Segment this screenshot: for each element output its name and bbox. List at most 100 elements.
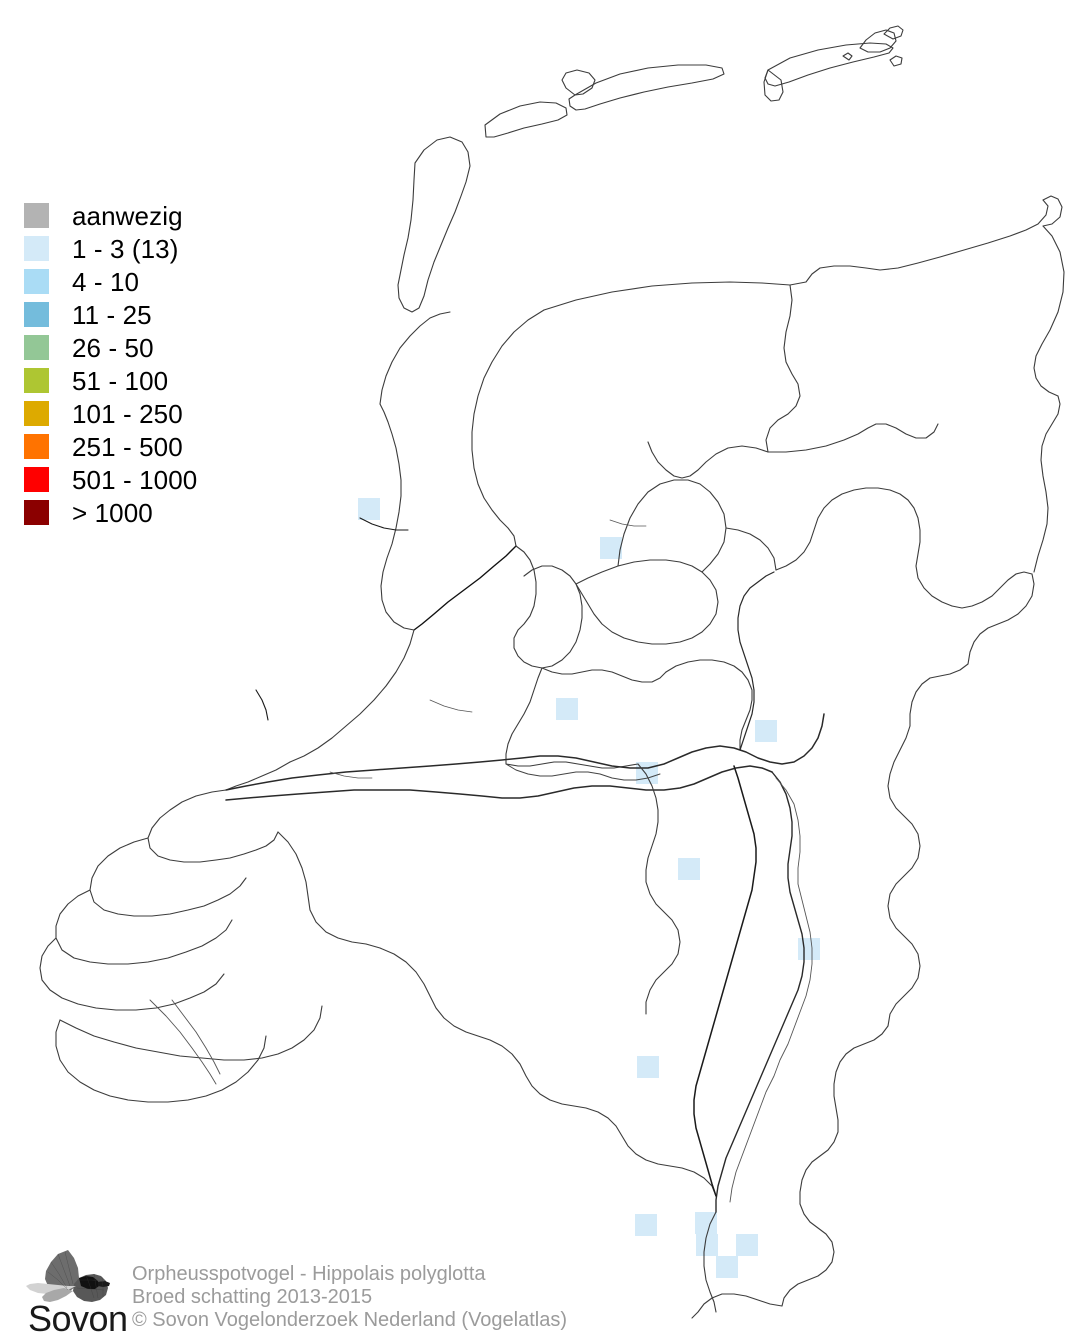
border-overijssel-north <box>775 487 953 607</box>
island-terschelling-hook <box>561 69 596 96</box>
border-belgium-limburg <box>693 765 757 1197</box>
coast-friesland-west <box>471 309 545 547</box>
border-brabant-gelderland <box>637 763 681 1015</box>
legend-label-51-100: 51 - 100 <box>72 365 169 396</box>
sovon-logo: Sovon <box>24 1246 128 1339</box>
island-texel <box>397 136 471 313</box>
border-utrecht-south <box>505 761 639 769</box>
river-ijssel <box>737 571 775 751</box>
coast-detail-1 <box>359 517 409 531</box>
border-gelderland-east <box>967 573 1035 665</box>
border-gelderland-east2 <box>909 663 969 727</box>
zeeuws-vlaanderen-south <box>55 1019 267 1103</box>
legend-label-251-500: 251 - 500 <box>72 431 183 462</box>
map-legend: aanwezig 1 - 3 (13) 4 - 10 11 - 25 26 - … <box>24 199 284 529</box>
legend-item-0[interactable]: aanwezig <box>24 199 284 232</box>
grid-cell <box>637 1056 659 1078</box>
canal-3 <box>609 519 647 527</box>
border-east-drenthe <box>1033 395 1061 573</box>
island-ameland-hook <box>763 69 784 102</box>
legend-label-101-250: 101 - 250 <box>72 398 183 429</box>
legend-label-26-50: 26 - 50 <box>72 332 154 363</box>
border-limburg-east2 <box>799 1025 889 1205</box>
delta-schouwen <box>55 889 233 965</box>
legend-item-3[interactable]: 11 - 25 <box>24 298 284 331</box>
coast-northholland-upper <box>379 311 451 405</box>
legend-item-9[interactable]: > 1000 <box>24 496 284 529</box>
border-limburg-east <box>887 725 921 1027</box>
map-caption: Orpheusspotvogel - Hippolais polyglotta … <box>132 1263 567 1334</box>
border-limburg-south <box>691 1293 783 1319</box>
canal-2 <box>329 771 373 779</box>
delta-voorne <box>147 789 279 863</box>
afsluitdijk <box>413 545 517 631</box>
legend-swatch-51-100 <box>24 368 49 393</box>
caption-subtitle: Broed schatting 2013-2015 <box>132 1286 373 1308</box>
ketelmeer <box>725 527 777 571</box>
grid-cell <box>678 858 700 880</box>
legend-label-1-3: 1 - 3 (13) <box>72 233 179 264</box>
legend-swatch-gt-1000 <box>24 500 49 525</box>
grid-cell <box>695 1212 717 1234</box>
border-east-groningen <box>1033 225 1065 397</box>
river-rijn <box>225 713 825 791</box>
border-brabant-west <box>277 831 367 945</box>
legend-item-1[interactable]: 1 - 3 (13) <box>24 232 284 265</box>
island-ameland <box>764 42 894 87</box>
legend-item-5[interactable]: 51 - 100 <box>24 364 284 397</box>
legend-label-4-10: 4 - 10 <box>72 266 140 297</box>
grid-cell <box>798 938 820 960</box>
veluwe <box>665 659 753 751</box>
legend-swatch-11-25 <box>24 302 49 327</box>
legend-item-4[interactable]: 26 - 50 <box>24 331 284 364</box>
grid-cell <box>755 720 777 742</box>
legend-label-501-1000: 501 - 1000 <box>72 464 198 495</box>
legend-swatch-4-10 <box>24 269 49 294</box>
legend-item-8[interactable]: 501 - 1000 <box>24 463 284 496</box>
schelde-1 <box>149 999 217 1085</box>
grid-cell <box>358 498 380 520</box>
friesland-drenthe-border <box>647 441 769 479</box>
coast-holland-west2 <box>225 761 291 791</box>
legend-item-6[interactable]: 101 - 250 <box>24 397 284 430</box>
legend-item-2[interactable]: 4 - 10 <box>24 265 284 298</box>
coast-noordholland <box>379 403 415 631</box>
legend-label-11-25: 11 - 25 <box>72 299 152 330</box>
island-vlieland <box>484 101 568 138</box>
legend-swatch-101-250 <box>24 401 49 426</box>
island-terschelling <box>568 64 725 111</box>
river-maas <box>715 771 805 1213</box>
schelde-2 <box>171 999 221 1075</box>
swallow-bird-icon <box>26 1250 110 1302</box>
border-utrecht-west <box>505 667 543 765</box>
border-groningen-friesland <box>765 284 801 453</box>
legend-item-7[interactable]: 251 - 500 <box>24 430 284 463</box>
legend-swatch-1-3 <box>24 236 49 261</box>
border-limburg-southeast <box>781 1203 835 1307</box>
footer: Sovon Orpheusspotvogel - Hippolais polyg… <box>24 1246 567 1339</box>
flevoland-outline <box>575 559 719 645</box>
legend-label-aanwezig: aanwezig <box>72 200 183 231</box>
legend-swatch-aanwezig <box>24 203 49 228</box>
canal-1 <box>429 699 473 713</box>
river-maas-2 <box>729 777 813 1203</box>
coast-north <box>543 199 1049 311</box>
sovon-wordmark: Sovon <box>28 1298 128 1339</box>
coast-northeast <box>1042 195 1063 227</box>
island-small-1 <box>842 52 853 61</box>
border-brabant-south <box>365 943 717 1197</box>
grid-cell <box>600 537 622 559</box>
river-maas-brabant <box>505 763 661 781</box>
ijsselmeer-east <box>513 545 543 669</box>
grid-cell <box>635 1214 657 1236</box>
border-limburg-west-tail <box>703 1211 717 1313</box>
noordoostpolder <box>617 479 727 573</box>
border-groningen-drenthe <box>767 423 939 453</box>
grid-cell <box>716 1256 738 1278</box>
legend-label-gt-1000: > 1000 <box>72 497 153 528</box>
border-overijssel-east <box>951 571 1033 609</box>
delta-zeeuws-vlaanderen <box>59 1005 323 1061</box>
grid-cell <box>736 1234 758 1256</box>
